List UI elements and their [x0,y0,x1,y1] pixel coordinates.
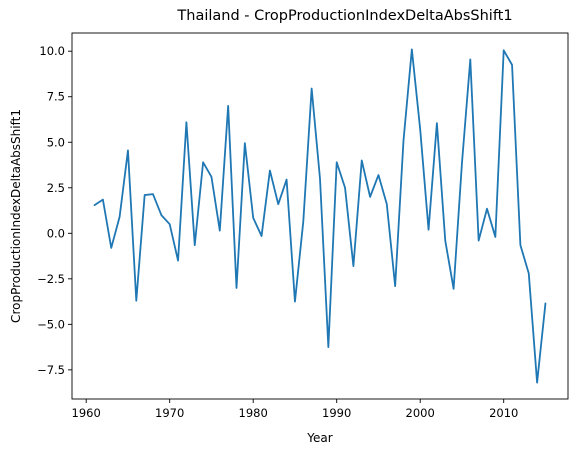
y-tick-label: 0.0 [47,226,65,240]
x-tick-label: 2000 [406,406,435,420]
series-line [93,48,547,384]
x-axis-label: Year [306,431,332,445]
y-tick-label: −7.5 [37,363,65,377]
x-tick-label: 1990 [322,406,351,420]
y-tick-label: 5.0 [47,135,65,149]
y-axis-label: CropProductionIndexDeltaAbsShift1 [9,109,23,323]
chart-title: Thailand - CropProductionIndexDeltaAbsSh… [176,8,512,24]
plot-frame [71,32,569,400]
x-tick-label: 1960 [72,406,101,420]
y-tick-label: 7.5 [47,90,65,104]
y-tick-label: −5.0 [37,317,65,331]
y-axis: −7.5 −5.0 −2.5 0.0 2.5 5.0 7.5 10.0 [37,44,72,377]
plot-area: 1960 1970 1980 1990 2000 2010 −7.5 −5.0 −2.5 0.0… [37,32,569,420]
y-tick-label: −2.5 [37,272,65,286]
x-axis: 1960 1970 1980 1990 2000 2010 [72,399,518,420]
x-tick-label: 1980 [239,406,268,420]
x-tick-label: 2010 [489,406,518,420]
y-tick-label: 10.0 [39,44,65,58]
y-tick-label: 2.5 [47,181,65,195]
x-tick-label: 1970 [155,406,184,420]
